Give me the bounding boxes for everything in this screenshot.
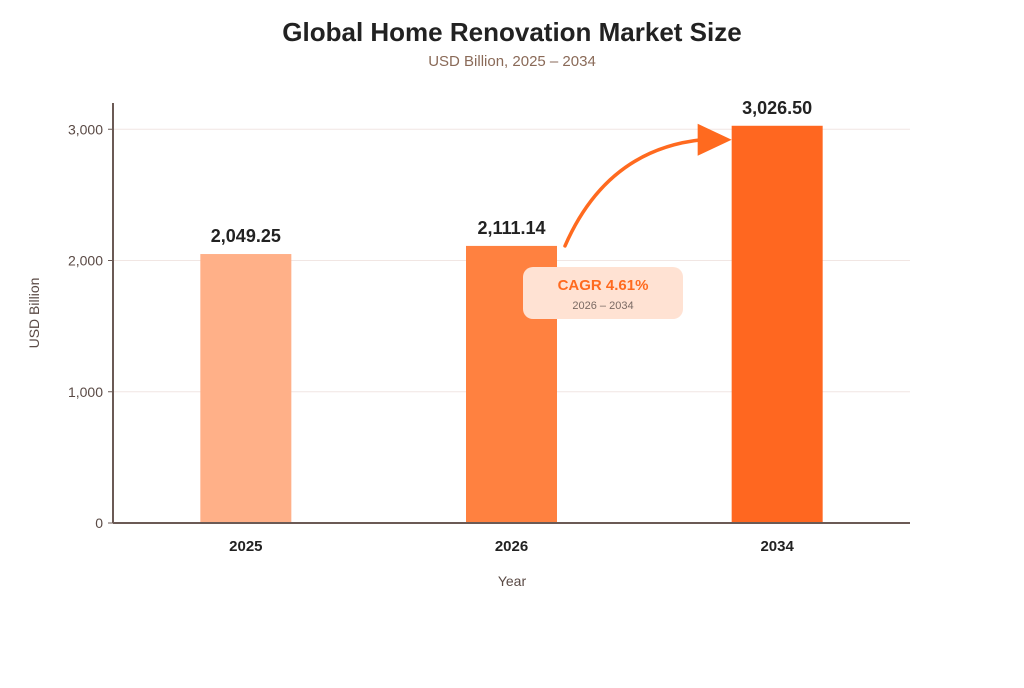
- bar-value-label: 2,111.14: [477, 218, 545, 238]
- x-tick-label: 2025: [229, 538, 262, 555]
- x-tick-label: 2034: [760, 538, 794, 555]
- chart-title: Global Home Renovation Market Size: [282, 17, 741, 47]
- x-axis-title: Year: [498, 573, 527, 589]
- labels: 2,049.25 2025 2,111.14 2026 3,026.50 2034: [211, 98, 812, 555]
- y-tick-label: 2,000: [68, 253, 103, 269]
- cagr-title: CAGR 4.61%: [558, 277, 649, 294]
- bar-value-label: 2,049.25: [211, 226, 281, 246]
- cagr-box: [523, 267, 683, 319]
- chart-subtitle: USD Billion, 2025 – 2034: [428, 53, 596, 70]
- cagr-arrow-head: [697, 123, 732, 156]
- cagr-period: 2026 – 2034: [572, 300, 633, 312]
- bar-2025: [200, 254, 292, 523]
- bars: [200, 125, 823, 523]
- bar-value-label: 3,026.50: [742, 98, 812, 118]
- cagr-annotation: CAGR 4.61% 2026 – 2034: [523, 123, 732, 319]
- bar-2034: [731, 125, 823, 523]
- y-tick-label: 0: [95, 515, 103, 531]
- y-tick-label: 1,000: [68, 384, 103, 400]
- axes: 0 1,000 2,000 3,000: [68, 103, 910, 531]
- y-axis-title: USD Billion: [26, 278, 42, 349]
- y-tick-label: 3,000: [68, 121, 103, 137]
- cagr-arrow-curve: [563, 138, 704, 248]
- x-tick-label: 2026: [495, 538, 528, 555]
